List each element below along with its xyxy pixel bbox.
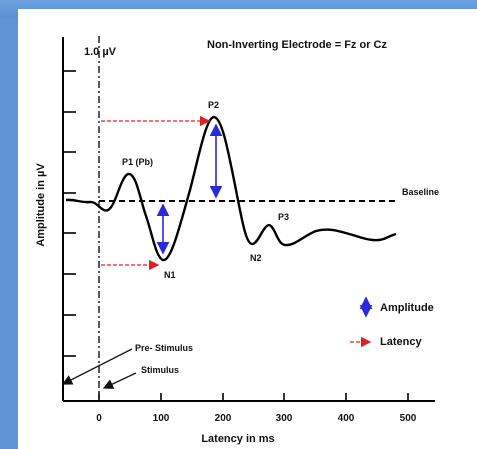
peak-label-n1: N1 xyxy=(164,270,176,280)
x-tick-label: 500 xyxy=(400,413,417,424)
legend-latency-label: Latency xyxy=(380,336,422,348)
y-axis-label: Amplitude in µV xyxy=(35,163,47,247)
x-tick-label: 0 xyxy=(96,413,102,424)
legend-amplitude-label: Amplitude xyxy=(380,302,434,314)
stimulus-label: Stimulus xyxy=(141,365,179,375)
x-axis-label: Latency in ms xyxy=(201,433,274,445)
peak-label-p3: P3 xyxy=(278,212,289,222)
x-tick-label: 200 xyxy=(215,413,232,424)
peak-label-p2: P2 xyxy=(208,100,219,110)
scale-label: 1.0 µV xyxy=(84,46,117,58)
x-axis-ticks xyxy=(98,393,409,401)
baseline-label: Baseline xyxy=(402,187,439,197)
pre-stimulus-label: Pre- Stimulus xyxy=(135,343,193,353)
peak-label-n2: N2 xyxy=(250,253,262,263)
stimulus-arrow xyxy=(102,372,137,389)
x-tick-label: 100 xyxy=(153,413,170,424)
erp-waveform xyxy=(65,115,397,262)
figure-title: Non-Inverting Electrode = Fz or Cz xyxy=(207,39,387,51)
x-tick-label: 300 xyxy=(276,413,293,424)
x-tick-labels: 0 100 200 300 400 500 xyxy=(96,413,417,424)
pre-stimulus-arrow xyxy=(61,348,133,385)
legend: Amplitude Latency xyxy=(350,296,434,348)
peak-label-p1: P1 (Pb) xyxy=(122,157,153,167)
y-axis-ticks xyxy=(63,70,76,357)
x-tick-label: 400 xyxy=(338,413,355,424)
figure-panel xyxy=(18,9,477,449)
